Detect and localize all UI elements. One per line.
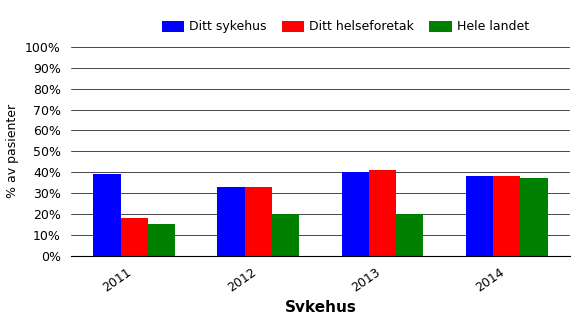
Bar (466, 176, 493, 256)
Y-axis label: % av pasienter: % av pasienter (6, 104, 19, 198)
Bar (520, 178, 547, 256)
Bar (369, 170, 396, 256)
Bar (148, 225, 175, 256)
Bar (245, 187, 272, 256)
Bar (121, 218, 148, 256)
Bar (218, 187, 245, 256)
Bar (342, 172, 369, 256)
Legend: Ditt sykehus, Ditt helseforetak, Hele landet: Ditt sykehus, Ditt helseforetak, Hele la… (157, 15, 534, 38)
Bar (272, 214, 299, 256)
X-axis label: Sykehus: Sykehus (285, 300, 356, 312)
Bar (93, 174, 121, 256)
Bar (493, 176, 520, 256)
Bar (396, 214, 423, 256)
